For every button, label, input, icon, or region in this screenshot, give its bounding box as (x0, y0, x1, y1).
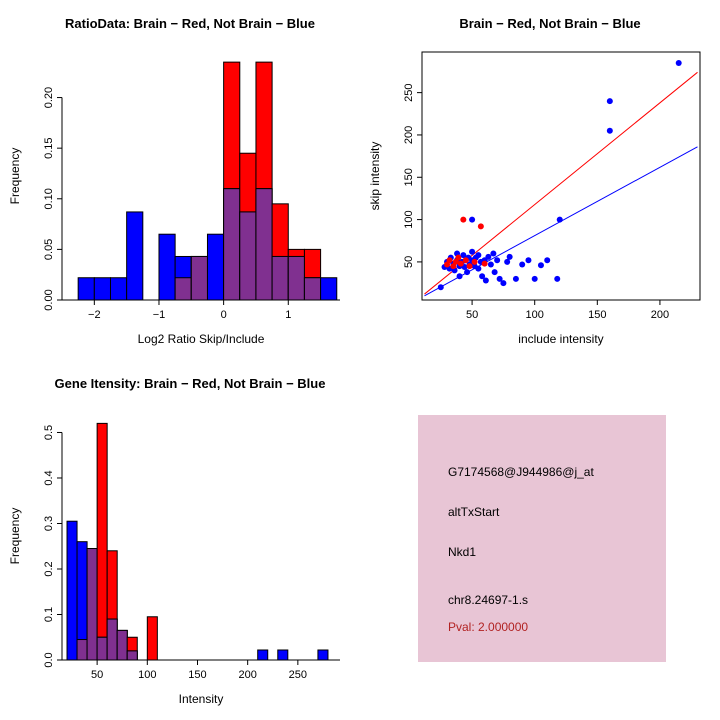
info-line-pval: Pval: 2.000000 (448, 620, 529, 634)
svg-text:0.15: 0.15 (43, 137, 55, 158)
panel-intensity-scatter: Brain − Red, Not Brain − Blue 50 100 150 20… (360, 0, 720, 360)
svg-text:−1: −1 (153, 309, 166, 321)
svg-text:100: 100 (403, 210, 415, 228)
svg-text:0.0: 0.0 (43, 652, 55, 667)
svg-text:250: 250 (403, 83, 415, 101)
svg-text:0.3: 0.3 (43, 516, 55, 531)
panel-ratio-histogram: RatioData: Brain − Red, Not Brain − Blue… (0, 0, 360, 360)
intensity-scatter-canvas: 50 100 150 200 50 100 150 200 250 (403, 51, 701, 321)
svg-text:100: 100 (526, 309, 544, 321)
svg-text:−2: −2 (88, 309, 101, 321)
svg-text:0.20: 0.20 (43, 87, 55, 108)
info-line-event-type: altTxStart (448, 505, 500, 519)
info-box: G7174568@J944986@j_at altTxStart Nkd1 ch… (418, 415, 666, 662)
ratio-histogram-title: RatioData: Brain − Red, Not Brain − Blue (65, 16, 315, 31)
svg-text:0.05: 0.05 (43, 239, 55, 260)
gene-intensity-title: Gene Itensity: Brain − Red, Not Brain − … (54, 376, 326, 391)
svg-text:150: 150 (403, 168, 415, 186)
svg-text:150: 150 (588, 309, 606, 321)
svg-text:0.4: 0.4 (43, 470, 55, 485)
info-line-probe-id: G7174568@J944986@j_at (448, 465, 594, 479)
info-line-location: chr8.24697-1.s (448, 593, 529, 607)
svg-text:0.00: 0.00 (43, 289, 55, 310)
svg-text:0.5: 0.5 (43, 425, 55, 440)
panel-annotation: G7174568@J944986@j_at altTxStart Nkd1 ch… (360, 360, 720, 720)
svg-text:0.2: 0.2 (43, 561, 55, 576)
svg-text:0.1: 0.1 (43, 607, 55, 622)
ratio-histogram-canvas: −2 −1 0 1 0.00 0.05 0.10 0.15 0.20 (43, 61, 340, 321)
svg-text:250: 250 (289, 669, 307, 681)
svg-text:100: 100 (138, 669, 156, 681)
svg-text:200: 200 (651, 309, 669, 321)
info-line-gene-name: Nkd1 (448, 545, 477, 559)
svg-text:1: 1 (285, 309, 291, 321)
svg-text:200: 200 (238, 669, 256, 681)
svg-text:50: 50 (466, 309, 478, 321)
panel-gene-intensity-histogram: Gene Itensity: Brain − Red, Not Brain − … (0, 360, 360, 720)
svg-text:50: 50 (403, 256, 415, 268)
ratio-histogram-ylabel: Frequency (8, 147, 22, 205)
intensity-scatter-ylabel: skip intensity (368, 141, 382, 211)
ratio-histogram-xlabel: Log2 Ratio Skip/Include (137, 332, 265, 346)
svg-text:0.10: 0.10 (43, 188, 55, 209)
gene-intensity-canvas: 50 100 150 200 250 0.0 0.1 0.2 0.3 0.4 0.5 (43, 422, 340, 681)
svg-text:0: 0 (221, 309, 227, 321)
gene-intensity-xlabel: Intensity (178, 692, 224, 706)
gene-intensity-ylabel: Frequency (8, 507, 22, 565)
svg-text:50: 50 (91, 669, 103, 681)
svg-text:200: 200 (403, 126, 415, 144)
intensity-scatter-xlabel: include intensity (518, 332, 604, 346)
intensity-scatter-title: Brain − Red, Not Brain − Blue (459, 16, 641, 31)
svg-text:150: 150 (188, 669, 206, 681)
